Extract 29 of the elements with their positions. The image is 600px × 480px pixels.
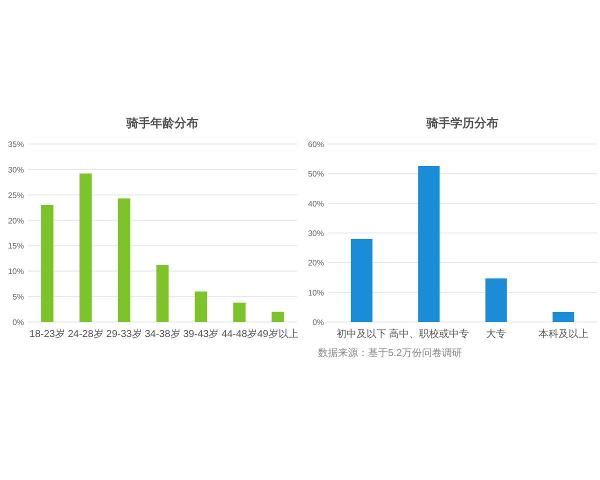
chart-title: 骑手学历分布 xyxy=(426,116,498,130)
y-tick-label: 40% xyxy=(308,199,324,208)
y-tick-label: 10% xyxy=(308,288,324,298)
y-tick-label: 5% xyxy=(12,292,24,302)
x-tick-label: 18-23岁 xyxy=(29,328,66,340)
y-tick-label: 35% xyxy=(8,140,24,149)
y-tick-label: 20% xyxy=(8,216,24,226)
y-tick-label: 10% xyxy=(8,267,24,276)
x-tick-label: 高中、职校或中专 xyxy=(388,328,469,340)
x-tick-label: 大专 xyxy=(486,328,506,340)
x-tick-label: 29-33岁 xyxy=(106,328,142,340)
x-tick-label: 44-48岁 xyxy=(222,328,258,340)
x-tick-label: 本科及以上 xyxy=(538,328,588,340)
chart-title: 骑手年龄分布 xyxy=(126,116,198,130)
x-tick-label: 24-28岁 xyxy=(68,328,104,340)
y-tick-label: 20% xyxy=(308,258,324,268)
y-tick-label: 30% xyxy=(308,229,324,238)
y-tick-label: 15% xyxy=(8,242,24,251)
y-tick-label: 30% xyxy=(8,165,24,174)
y-tick-label: 25% xyxy=(8,190,24,200)
x-tick-label: 39-43岁 xyxy=(183,328,219,340)
y-tick-label: 0% xyxy=(312,318,324,327)
y-tick-label: 60% xyxy=(308,140,324,149)
x-tick-label: 初中及以下 xyxy=(336,328,387,340)
y-tick-label: 0% xyxy=(12,318,24,327)
source-note: 数据来源：基于5.2万份问卷调研 xyxy=(318,347,462,359)
x-tick-label: 49岁以上 xyxy=(257,328,298,340)
y-tick-label: 50% xyxy=(308,170,324,179)
x-tick-label: 34-38岁 xyxy=(144,328,180,340)
